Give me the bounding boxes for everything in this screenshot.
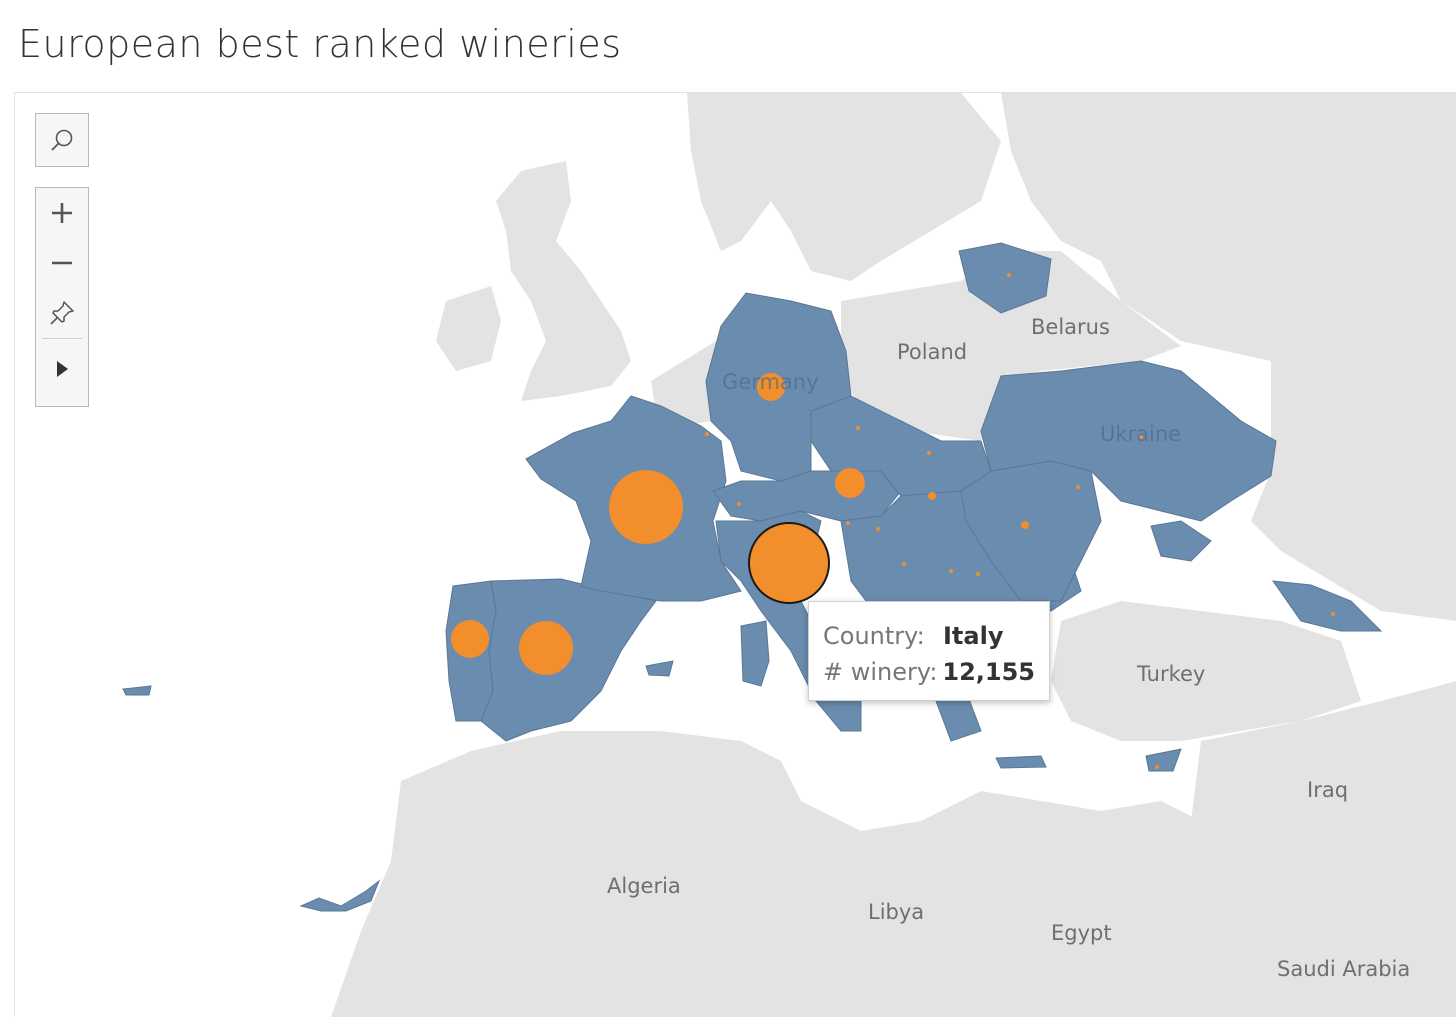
tooltip-winery-label: # winery: — [823, 658, 938, 686]
bubble-romania[interactable] — [1021, 521, 1029, 529]
expand-button[interactable] — [36, 339, 88, 399]
controls-divider — [42, 338, 82, 339]
land-russia-north — [1001, 93, 1456, 381]
land-scandinavia — [687, 93, 1001, 281]
tooltip-country-label: Country: — [823, 622, 925, 650]
land-russia-south — [1251, 361, 1456, 621]
country-azores — [122, 685, 152, 696]
play-icon — [57, 361, 68, 377]
bubble-luxembourg[interactable] — [705, 432, 709, 436]
minus-icon — [52, 261, 72, 265]
bubble-portugal[interactable] — [451, 620, 489, 658]
land-ireland — [436, 286, 501, 371]
bubble-italy[interactable] — [748, 522, 830, 604]
map-label-iraq: Iraq — [1307, 778, 1348, 802]
map-label-saudi-arabia: Saudi Arabia — [1277, 957, 1410, 981]
map-label-egypt: Egypt — [1051, 921, 1112, 945]
bubble-moldova[interactable] — [1076, 485, 1080, 489]
bubble-switzerland[interactable] — [737, 502, 741, 506]
tooltip-winery-value: 12,155 — [942, 658, 1035, 686]
country-crimea — [1150, 520, 1212, 562]
map-label-algeria: Algeria — [607, 874, 681, 898]
land-benelux — [651, 341, 726, 426]
bubble-germany[interactable] — [757, 373, 785, 401]
pin-button[interactable] — [36, 288, 88, 338]
zoom-out-button[interactable] — [36, 238, 88, 288]
map-label-belarus: Belarus — [1031, 315, 1110, 339]
country-crete — [995, 755, 1047, 769]
bubble-czechia[interactable] — [856, 426, 860, 430]
land-turkey — [1051, 601, 1361, 741]
country-georgia[interactable] — [1271, 580, 1383, 632]
country-canaries — [299, 879, 381, 912]
map-label-germany: Germany — [722, 370, 819, 394]
map-view[interactable]: Poland Belarus Ukraine Germany Turkey Ir… — [14, 92, 1456, 1017]
map-label-libya: Libya — [868, 900, 924, 924]
map-canvas[interactable]: Poland Belarus Ukraine Germany Turkey Ir… — [15, 93, 1456, 1017]
zoom-controls — [35, 187, 89, 407]
bubble-bosnia[interactable] — [902, 562, 906, 566]
map-label-poland: Poland — [897, 340, 967, 364]
bubble-serbia[interactable] — [949, 569, 953, 573]
bubble-austria[interactable] — [835, 468, 865, 498]
search-button[interactable] — [36, 114, 88, 166]
tooltip-country-value: Italy — [943, 622, 1004, 650]
land-great-britain — [496, 161, 631, 401]
search-icon — [51, 129, 73, 151]
country-balearics — [645, 660, 674, 677]
tooltip-winery-row: # winery: 12,155 — [823, 654, 1035, 690]
country-cyprus — [1145, 748, 1182, 772]
pin-icon — [50, 301, 74, 325]
land-poland-belarus — [841, 251, 1181, 441]
tooltip: Country: Italy # winery: 12,155 — [808, 601, 1050, 701]
land-north-africa — [331, 731, 1241, 1017]
map-label-ukraine: Ukraine — [1100, 422, 1181, 446]
search-control[interactable] — [35, 113, 89, 167]
bubble-ukraine[interactable] — [1139, 435, 1143, 439]
zoom-in-button[interactable] — [36, 188, 88, 238]
bubble-lithuania[interactable] — [1007, 273, 1011, 277]
bubble-croatia[interactable] — [876, 527, 880, 531]
country-lithuania[interactable] — [958, 242, 1052, 314]
bubble-slovakia[interactable] — [927, 451, 931, 455]
map-label-turkey: Turkey — [1136, 662, 1205, 686]
land-middle-east — [1161, 681, 1456, 1017]
bubble-hungary[interactable] — [928, 492, 936, 500]
country-sardinia — [740, 620, 770, 687]
bubble-bulgaria[interactable] — [976, 572, 980, 576]
tooltip-country-row: Country: Italy — [823, 618, 1035, 654]
plus-icon — [52, 203, 72, 223]
bubble-spain[interactable] — [519, 621, 573, 675]
country-ukraine[interactable] — [980, 360, 1277, 522]
bubble-france[interactable] — [609, 470, 683, 544]
bubble-georgia[interactable] — [1331, 612, 1335, 616]
bubble-slovenia[interactable] — [846, 521, 850, 525]
page-title: European best ranked wineries — [18, 22, 622, 66]
winery-bubbles — [451, 273, 1335, 769]
bubble-cyprus[interactable] — [1155, 765, 1159, 769]
